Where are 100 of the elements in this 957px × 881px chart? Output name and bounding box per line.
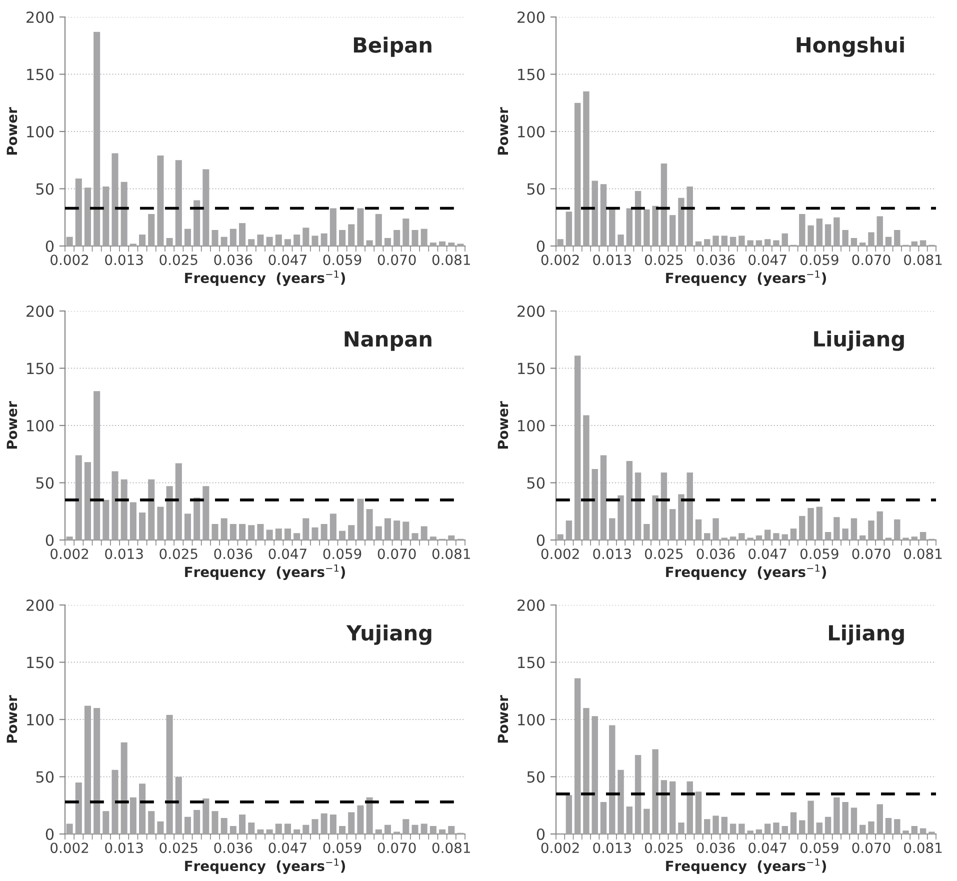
x-tick-label: 0.070 [378, 254, 416, 266]
bar [600, 802, 607, 834]
text: Liujiang [814, 330, 904, 351]
bar [566, 212, 572, 246]
bar [712, 236, 719, 246]
bar [634, 191, 642, 246]
text: Nanpan [344, 331, 432, 351]
bar [712, 816, 719, 834]
bar [339, 826, 346, 834]
y-tick-label: 0 [536, 828, 545, 840]
y-tick-label: 100 [518, 126, 545, 138]
bar [816, 218, 823, 246]
x-tick-label: 0.036 [696, 842, 735, 854]
bar [357, 805, 364, 834]
bar [876, 511, 883, 540]
y-tick-label: 150 [27, 68, 54, 80]
bar [430, 826, 436, 834]
x-tick-label: 0.036 [214, 254, 252, 266]
bar [609, 518, 616, 540]
bar [302, 518, 310, 540]
bar [583, 708, 590, 834]
bar [448, 242, 455, 246]
y-axis-title: Power [6, 401, 18, 449]
bar [894, 230, 900, 246]
bar [66, 236, 73, 246]
bar [184, 816, 191, 834]
bar [894, 819, 900, 834]
bar [275, 824, 282, 834]
bar [420, 228, 428, 246]
bar [911, 826, 918, 834]
bar [320, 233, 328, 246]
bar [139, 784, 146, 834]
bar [764, 530, 771, 540]
x-tick-label: 0.036 [696, 254, 735, 266]
bar [894, 519, 900, 540]
bar [618, 495, 624, 540]
bar [294, 533, 300, 540]
bar [420, 526, 428, 540]
x-axis-title: Frequency (years$^{−1}$) [185, 270, 345, 286]
y-tick-label: 200 [26, 599, 54, 612]
x-tick-label: 0.081 [432, 548, 470, 560]
bar [175, 776, 182, 834]
x-axis-title: Frequency (years$^{−1}$) [666, 564, 826, 580]
bar [420, 824, 428, 834]
y-tick-label: 50 [527, 477, 545, 489]
bar [574, 678, 581, 834]
y-tick-label: 200 [518, 305, 545, 318]
bar [430, 242, 436, 246]
bar [330, 514, 336, 540]
bar [112, 471, 118, 540]
bar [84, 188, 91, 246]
bar [266, 236, 273, 246]
bar [75, 782, 82, 834]
bar [876, 804, 883, 834]
x-tick-label: 0.047 [268, 254, 306, 266]
y-tick-label: 0 [536, 534, 545, 546]
text: Beipan [354, 36, 432, 57]
x-tick-label: 0.081 [432, 254, 470, 266]
bar [194, 498, 200, 540]
bar [842, 230, 848, 246]
bar [850, 808, 858, 834]
bar [130, 797, 136, 834]
bar [284, 528, 291, 540]
bar [626, 806, 633, 834]
bar [239, 223, 246, 246]
y-tick-label: 200 [518, 11, 545, 24]
bar [275, 234, 282, 246]
bar [275, 528, 282, 540]
bar [257, 234, 264, 246]
bar [634, 754, 642, 834]
bar [600, 455, 607, 540]
bar [120, 742, 128, 834]
bar [669, 215, 676, 246]
bar [184, 228, 191, 246]
bar [439, 829, 446, 834]
y-tick-label: 150 [27, 362, 54, 374]
bar [911, 241, 918, 246]
bar [747, 830, 754, 834]
bar [402, 218, 410, 246]
y-tick-label: 50 [36, 477, 54, 489]
bar [686, 186, 693, 246]
bar [704, 533, 710, 540]
y-tick-label: 50 [527, 771, 545, 783]
bar [366, 240, 373, 246]
bar [652, 749, 658, 834]
bar [660, 164, 668, 246]
bar [730, 236, 736, 246]
bar [669, 781, 676, 834]
bar [139, 512, 146, 540]
bar [175, 463, 182, 540]
bar [248, 525, 255, 540]
y-tick-label: 200 [26, 305, 54, 318]
bar [348, 812, 355, 834]
bar [266, 530, 273, 540]
bar [730, 536, 736, 540]
bar [756, 535, 762, 540]
bar [166, 486, 173, 540]
bar [312, 527, 318, 540]
bar [339, 530, 346, 540]
bar [357, 208, 364, 246]
